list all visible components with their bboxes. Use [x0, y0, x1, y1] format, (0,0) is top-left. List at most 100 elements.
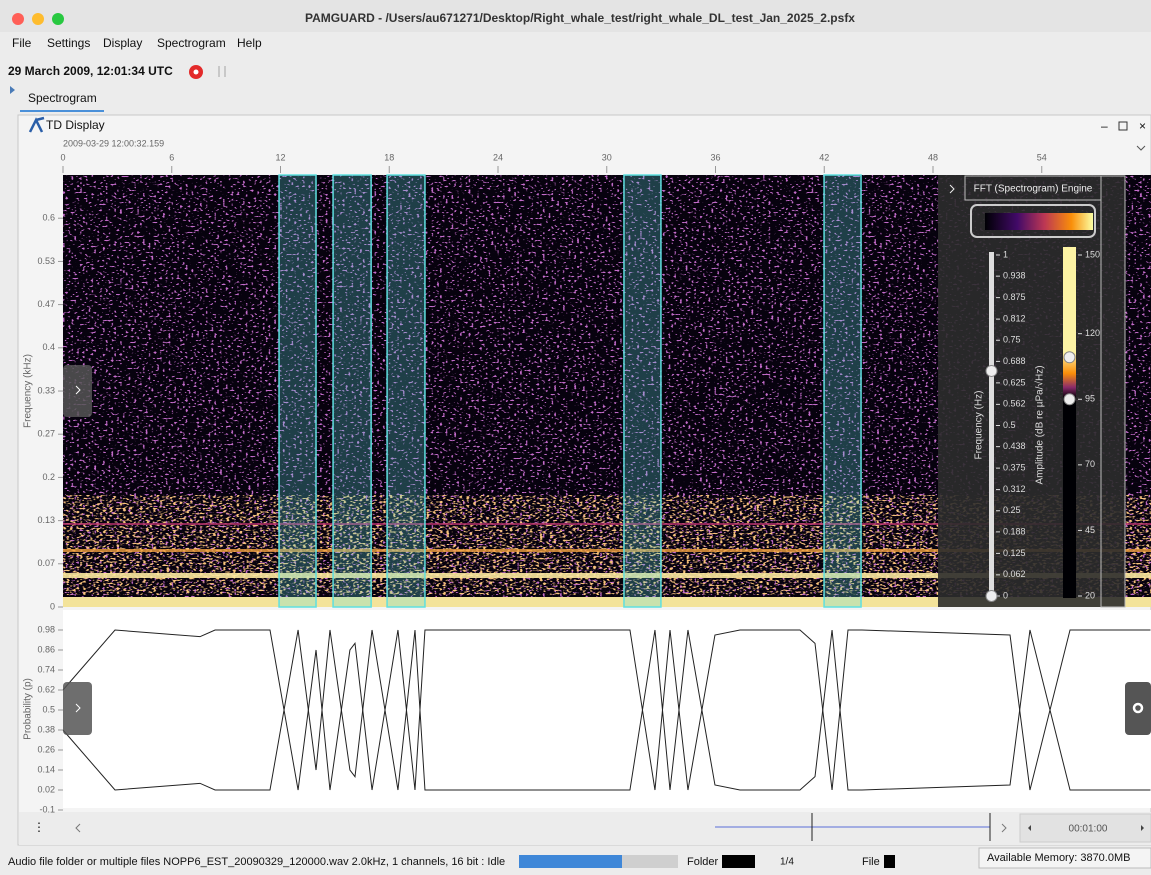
detection [624, 175, 661, 607]
frequency-tick-label: 0.938 [1003, 271, 1026, 281]
menu-item[interactable]: Spectrogram [157, 36, 226, 50]
frequency-tick-label: 0.875 [1003, 292, 1026, 302]
progress-fill [519, 855, 622, 868]
close-button[interactable] [12, 13, 24, 25]
amplitude-label: Amplitude (dB re µPa/√Hz) [1034, 365, 1046, 484]
menu-item[interactable]: Help [237, 36, 262, 50]
detection [824, 175, 861, 607]
detection [333, 175, 371, 607]
frequency-tick-label: 0.75 [1003, 335, 1021, 345]
detection [279, 175, 316, 607]
y-tick-label: 0.74 [37, 664, 55, 674]
menu-item[interactable]: Settings [47, 36, 90, 50]
scroll-menu[interactable]: ⋮ [33, 820, 45, 834]
y-tick-label: 0.14 [37, 764, 55, 774]
x-tick-label: 54 [1037, 152, 1047, 162]
engine-title: FFT (Spectrogram) Engine [974, 184, 1093, 195]
frequency-tick-label: 0 [1003, 590, 1008, 600]
y-tick-label: 0.2 [42, 472, 55, 482]
y-tick-label: 0.62 [37, 684, 55, 694]
frequency-tick-label: 0.438 [1003, 441, 1026, 451]
window-title: PAMGUARD - /Users/au671271/Desktop/Right… [305, 11, 855, 25]
file-indicator [884, 855, 895, 868]
y-tick-label: 0.5 [42, 704, 55, 714]
y-tick-label: 0.13 [37, 515, 55, 525]
tab[interactable]: Spectrogram [28, 91, 97, 105]
y-tick-label: 0.47 [37, 299, 55, 309]
minimize-panel[interactable]: – [1101, 119, 1108, 133]
x-tick-label: 30 [602, 152, 612, 162]
file-label: File [862, 856, 880, 868]
clock: 29 March 2009, 12:01:34 UTC [8, 64, 173, 78]
x-tick-label: 48 [928, 152, 938, 162]
pause-button[interactable] [218, 66, 220, 77]
frequency-slider-track [989, 252, 994, 597]
expand-tab[interactable] [63, 682, 92, 735]
y-tick-label: 0.53 [37, 256, 55, 266]
minimize-button[interactable] [32, 13, 44, 25]
folder-indicator [722, 855, 755, 868]
x-tick-label: 0 [60, 152, 65, 162]
y-tick-label: 0.6 [42, 213, 55, 223]
amplitude-tick-label: 20 [1085, 590, 1095, 600]
y-tick-label: 0.86 [37, 644, 55, 654]
amplitude-handle [1064, 352, 1075, 363]
frequency-handle [986, 591, 997, 602]
memory: Available Memory: 3870.0MB [987, 852, 1130, 864]
expand-tab[interactable] [63, 365, 92, 417]
y-tick-label: 0.98 [37, 624, 55, 634]
y-axis-label: Probability (p) [23, 678, 34, 740]
record-dot [194, 70, 199, 75]
file-count: 1/4 [780, 857, 794, 868]
y-tick-label: 0.38 [37, 724, 55, 734]
y-tick-label: 0.33 [37, 385, 55, 395]
y-tick-label: 0 [50, 601, 55, 611]
y-axis-label: Frequency (kHz) [23, 354, 34, 428]
folder-label: Folder [687, 856, 719, 868]
amplitude-tick-label: 120 [1085, 328, 1100, 338]
app-window: PAMGUARD - /Users/au671271/Desktop/Right… [0, 0, 1151, 875]
panel-title: TD Display [46, 118, 105, 132]
y-tick-label: 0.26 [37, 744, 55, 754]
frequency-tick-label: 0.125 [1003, 548, 1026, 558]
frequency-tick-label: 0.5 [1003, 420, 1016, 430]
probability-plot [63, 610, 1151, 808]
x-tick-label: 24 [493, 152, 503, 162]
frequency-tick-label: 1 [1003, 249, 1008, 259]
detection [387, 175, 425, 607]
amplitude-handle [1064, 394, 1075, 405]
duration: 00:01:00 [1069, 824, 1108, 835]
y-tick-label: 0.07 [37, 558, 55, 568]
x-tick-label: 6 [169, 152, 174, 162]
frequency-tick-label: 0.188 [1003, 526, 1026, 536]
status-message: Audio file folder or multiple files NOPP… [8, 856, 505, 868]
frequency-tick-label: 0.25 [1003, 505, 1021, 515]
scroll-bar [19, 812, 1151, 845]
frequency-tick-label: 0.812 [1003, 313, 1026, 323]
menu-item[interactable]: Display [103, 36, 142, 50]
frequency-handle [986, 365, 997, 376]
settings-tab[interactable] [1125, 682, 1151, 735]
zoom-button[interactable] [52, 13, 64, 25]
frequency-label: Frequency (Hz) [974, 391, 985, 460]
x-tick-label: 18 [384, 152, 394, 162]
y-tick-label: 0.27 [37, 429, 55, 439]
fft-side-panel [938, 175, 1125, 607]
y-tick-label: 0.02 [37, 784, 55, 794]
amplitude-tick-label: 45 [1085, 525, 1095, 535]
y-tick-label: -0.1 [39, 804, 55, 814]
frequency-tick-label: 0.062 [1003, 569, 1026, 579]
frequency-tick-label: 0.625 [1003, 377, 1026, 387]
x-tick-label: 36 [710, 152, 720, 162]
frequency-tick-label: 0.688 [1003, 356, 1026, 366]
x-tick-label: 42 [819, 152, 829, 162]
side-toggle[interactable] [10, 86, 15, 94]
frequency-tick-label: 0.312 [1003, 484, 1026, 494]
colormap [985, 213, 1093, 230]
menu-item[interactable]: File [12, 36, 32, 50]
frequency-tick-label: 0.562 [1003, 399, 1026, 409]
amplitude-tick-label: 95 [1085, 394, 1095, 404]
close-panel[interactable]: × [1139, 119, 1146, 133]
start-time: 2009-03-29 12:00:32.159 [63, 138, 164, 148]
pause-button-bar [224, 66, 226, 77]
